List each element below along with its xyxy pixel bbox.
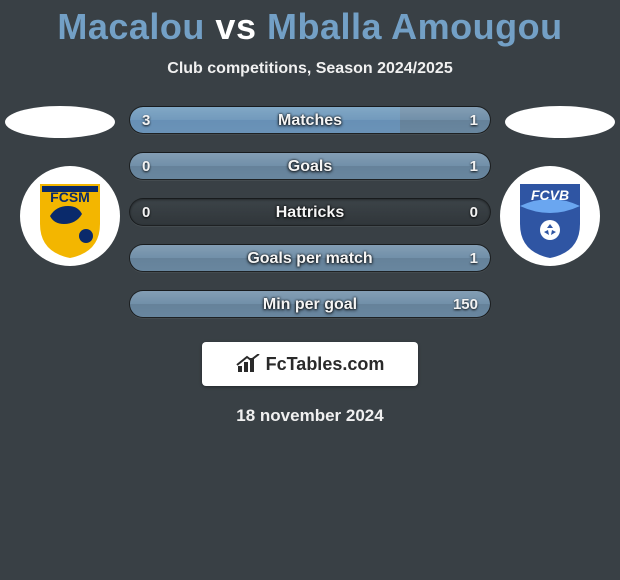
club-badge-left: FCSM [20, 166, 120, 266]
club-badge-right: FCVB [500, 166, 600, 266]
comparison-stage: FCSM FCVB 31Matches 01Goals 00Hattricks 1Go… [0, 106, 620, 318]
stat-bar: 150Min per goal [129, 290, 491, 318]
shadow-ellipse-right [505, 106, 615, 138]
bar-label: Hattricks [130, 199, 490, 225]
player1-name: Macalou [57, 6, 205, 47]
shield-text: FCVB [531, 187, 569, 203]
stat-bar: 00Hattricks [129, 198, 491, 226]
shadow-ellipse-left [5, 106, 115, 138]
vs-text: vs [215, 6, 256, 47]
stat-bars: 31Matches 01Goals 00Hattricks 1Goals per ma… [129, 106, 491, 318]
bar-chart-icon [236, 354, 260, 374]
bar-label: Matches [130, 107, 490, 133]
date-text: 18 november 2024 [0, 406, 620, 426]
ball-icon [540, 220, 560, 240]
ball-icon [79, 229, 93, 243]
bar-label: Goals per match [130, 245, 490, 271]
bar-label: Min per goal [130, 291, 490, 317]
bar-label: Goals [130, 153, 490, 179]
stat-bar: 1Goals per match [129, 244, 491, 272]
stat-bar: 31Matches [129, 106, 491, 134]
club-badge-right-icon: FCVB [500, 166, 600, 266]
club-badge-left-icon: FCSM [20, 166, 120, 266]
brand-text: FcTables.com [266, 354, 385, 375]
shield-text: FCSM [50, 189, 90, 205]
stat-bar: 01Goals [129, 152, 491, 180]
brand-box[interactable]: FcTables.com [202, 342, 418, 386]
player2-name: Mballa Amougou [267, 6, 563, 47]
subtitle: Club competitions, Season 2024/2025 [0, 60, 620, 78]
page-title: Macalou vs Mballa Amougou [0, 0, 620, 50]
